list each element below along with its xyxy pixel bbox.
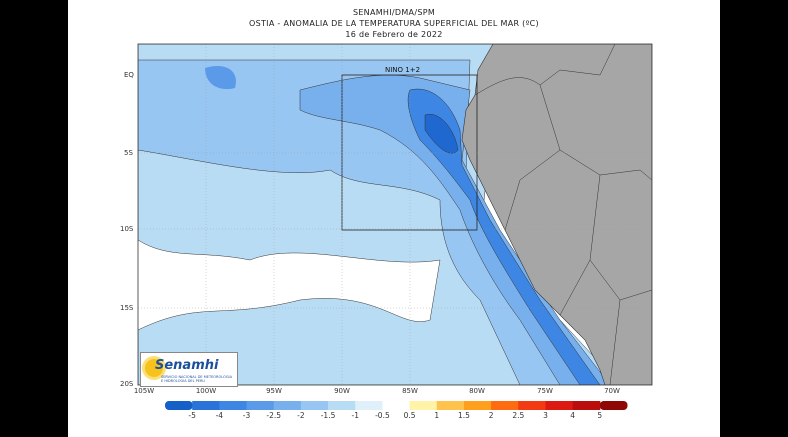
colorbar-tick-label: 4 xyxy=(570,411,576,420)
colorbar-segment xyxy=(273,401,302,410)
lat-label: 20S xyxy=(120,380,134,388)
org-title: SENAMHI/DMA/SPM xyxy=(352,8,436,17)
anomaly-area-minus-1-5 xyxy=(138,59,601,385)
colorbar-tick-label: 2.5 xyxy=(512,411,525,420)
colorbar-segment xyxy=(572,401,601,410)
colorbar-tick-label: -1 xyxy=(351,411,359,420)
colorbar-tick-label: -4 xyxy=(215,411,224,420)
colorbar-segment xyxy=(165,401,193,410)
lat-label: EQ xyxy=(124,71,134,79)
land-south-america xyxy=(461,44,652,385)
colorbar-tick-label: 1 xyxy=(434,411,440,420)
colorbar-tick-label: -2.5 xyxy=(266,411,282,420)
anomaly-blob xyxy=(205,66,236,90)
colorbar-segment xyxy=(355,401,383,410)
map-date: 16 de Febrero de 2022 xyxy=(345,30,443,39)
colorbar-segment xyxy=(518,401,546,410)
map-frame xyxy=(137,43,653,386)
colorbar-tick-label: -2 xyxy=(297,411,305,420)
logo-name: Senamhi xyxy=(155,358,219,373)
lon-label: 90W xyxy=(334,387,350,395)
colorbar-segment xyxy=(599,401,628,410)
country-borders xyxy=(474,44,652,385)
colorbar-segment xyxy=(192,401,220,410)
colorbar-segment xyxy=(545,401,574,410)
senamhi-logo: Senamhi SERVICIO NACIONAL DE METEOROLOGI… xyxy=(140,352,238,387)
nino-region-label: NINO 1+2 xyxy=(385,66,420,74)
colorbar-tick-label: 2 xyxy=(488,411,494,420)
lat-label: 10S xyxy=(120,225,134,233)
colorbar-tick-label: 0.5 xyxy=(403,411,416,420)
colorbar-segment xyxy=(219,401,248,410)
colorbar-segment xyxy=(300,401,329,410)
map-title: OSTIA - ANOMALIA DE LA TEMPERATURA SUPER… xyxy=(249,19,539,28)
lon-label: 105W xyxy=(133,387,155,395)
colorbar-tick-label: 1.5 xyxy=(457,411,470,420)
anomaly-area-minus-4 xyxy=(424,114,459,154)
lon-label: 75W xyxy=(537,387,553,395)
colorbar-segment xyxy=(382,401,411,410)
lon-label: 70W xyxy=(604,387,620,395)
sun-icon xyxy=(145,359,163,377)
colorbar-segment xyxy=(463,401,492,410)
anomaly-area-minus-3 xyxy=(407,88,601,385)
colorbar-segment xyxy=(436,401,465,410)
colorbar-tick-label: -0.5 xyxy=(375,411,390,420)
colorbar-segment xyxy=(491,401,519,410)
colorbar-segment xyxy=(246,401,275,410)
lon-label: 100W xyxy=(195,387,217,395)
colorbar-tick-label: -1.5 xyxy=(320,411,336,420)
lon-label: 95W xyxy=(266,387,282,395)
colorbar-tick-label: -3 xyxy=(242,411,251,420)
colorbar-tick-label: 5 xyxy=(597,411,603,420)
lat-label: 15S xyxy=(120,304,134,312)
colorbar-segment xyxy=(328,401,356,410)
lon-label: 80W xyxy=(469,387,485,395)
logo-subtitle: SERVICIO NACIONAL DE METEOROLOGIA E HIDR… xyxy=(161,375,232,383)
colorbar-segment xyxy=(409,401,438,410)
lat-label: 5S xyxy=(124,149,133,157)
colorbar-tick-label: -5 xyxy=(188,411,196,420)
lon-label: 85W xyxy=(402,387,418,395)
colorbar-tick-label: 3 xyxy=(543,411,548,420)
colorbar xyxy=(165,401,628,410)
